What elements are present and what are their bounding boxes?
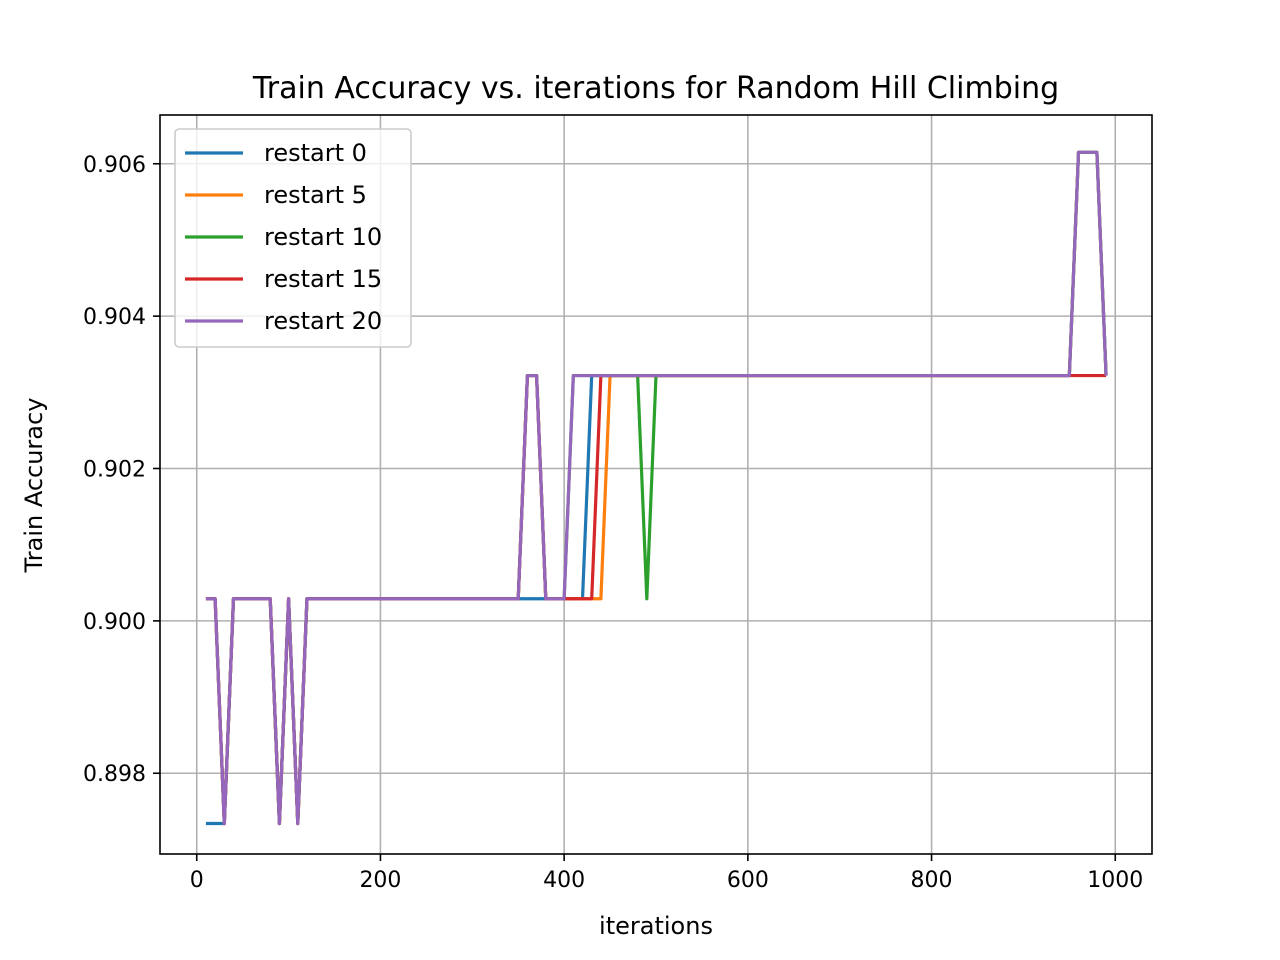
y-tick-label: 0.906 <box>83 153 146 178</box>
legend-label: restart 5 <box>264 181 367 209</box>
grid <box>160 115 1152 854</box>
x-axis-label: iterations <box>599 912 713 940</box>
y-tick-label: 0.898 <box>83 762 146 787</box>
y-tick-label: 0.900 <box>83 610 146 635</box>
x-tick-label: 600 <box>727 868 769 893</box>
y-tick-label: 0.902 <box>83 458 146 483</box>
x-tick-label: 1000 <box>1087 868 1143 893</box>
y-axis-label: Train Accuracy <box>20 398 48 574</box>
x-tick-label: 400 <box>543 868 585 893</box>
legend-label: restart 0 <box>264 139 367 167</box>
chart-title: Train Accuracy vs. iterations for Random… <box>252 71 1059 106</box>
x-tick-label: 200 <box>359 868 401 893</box>
plot-frame <box>159 114 1153 855</box>
series-line-restart-20 <box>205 150 1108 826</box>
legend-label: restart 15 <box>264 265 382 293</box>
legend-label: restart 20 <box>264 307 382 335</box>
x-tick-label: 0 <box>190 868 204 893</box>
legend-frame <box>174 128 412 348</box>
series-lines <box>205 150 1108 826</box>
x-tick-label: 800 <box>911 868 953 893</box>
y-tick-label: 0.904 <box>83 305 146 330</box>
legend-label: restart 10 <box>264 223 382 251</box>
axis-ticks: 0 200 400 600 800 1000 0.898 0.900 0.902 0.904 0.9… <box>83 153 1143 893</box>
legend: restart 0 restart 5 restart 10 restart 15 re… <box>174 128 412 348</box>
